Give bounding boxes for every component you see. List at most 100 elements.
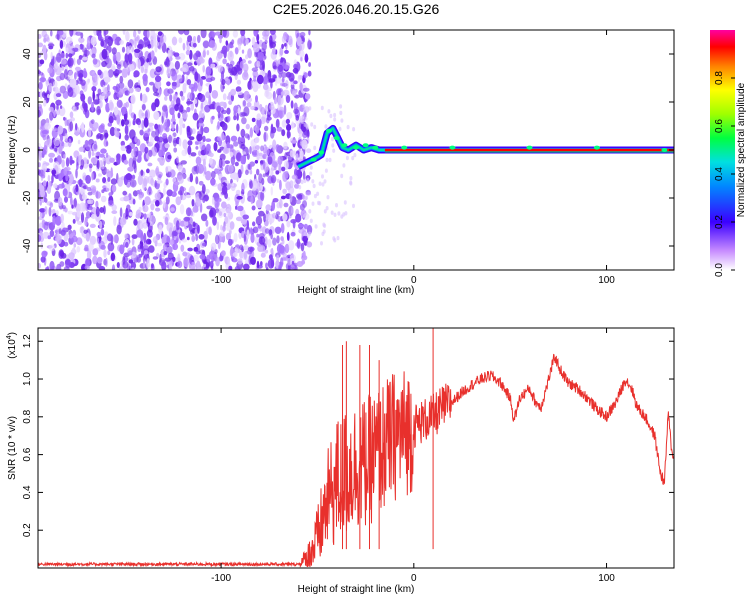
noise-blob <box>179 204 185 215</box>
noise-blob <box>218 157 223 169</box>
noise-blob <box>236 79 242 85</box>
bottom-y-ticks: 0.2 0.4 0.6 0.8 1.0 1.2 <box>22 334 674 537</box>
noise-blob <box>194 71 199 82</box>
noise-blob <box>280 223 285 234</box>
noise-blob <box>144 146 149 154</box>
noise-blob <box>78 178 83 188</box>
noise-blob <box>199 94 206 103</box>
noise-blob <box>58 173 63 182</box>
noise-blob <box>226 142 230 149</box>
noise-blob <box>135 87 141 92</box>
noise-blob <box>114 73 119 78</box>
noise-blob <box>145 87 150 93</box>
noise-blob <box>242 217 248 226</box>
noise-blob <box>192 35 197 43</box>
noise-blob <box>166 81 171 87</box>
noise-blob <box>117 177 123 187</box>
noise-blob <box>128 211 133 217</box>
noise-blob <box>299 115 305 120</box>
noise-blob <box>124 90 130 96</box>
noise-blob <box>79 187 84 195</box>
noise-blob <box>118 82 125 90</box>
noise-blob <box>226 62 230 67</box>
colorbar-gradient <box>710 30 735 270</box>
noise-blob <box>161 112 167 117</box>
noise-blob <box>147 175 154 184</box>
noise-blob <box>247 48 253 59</box>
noise-blob <box>69 121 74 132</box>
noise-blob <box>107 69 114 78</box>
noise-blob <box>71 235 78 243</box>
noise-blob <box>201 184 206 194</box>
noise-blob <box>101 157 106 162</box>
noise-blob <box>331 143 335 148</box>
noise-blob <box>56 235 62 245</box>
noise-blob <box>299 150 304 160</box>
noise-blob <box>262 76 268 86</box>
noise-blob <box>193 82 198 92</box>
noise-blob <box>281 35 287 43</box>
noise-blob <box>125 101 130 108</box>
noise-blob <box>260 191 265 202</box>
noise-blob <box>148 187 152 193</box>
noise-blob <box>184 147 188 155</box>
noise-blob <box>101 165 105 170</box>
noise-blob <box>245 54 249 60</box>
noise-blob <box>187 92 193 101</box>
noise-blob <box>272 65 278 70</box>
noise-blob <box>100 40 105 47</box>
noise-blob <box>111 184 117 193</box>
noise-blob <box>265 204 272 211</box>
noise-blob <box>224 216 229 225</box>
noise-blob <box>154 75 162 83</box>
noise-blob <box>96 151 101 156</box>
noise-blob <box>199 78 203 87</box>
noise-blob <box>195 250 201 255</box>
noise-blob <box>306 136 310 145</box>
noise-blob <box>80 159 85 168</box>
noise-blob <box>173 121 176 125</box>
noise-blob <box>276 235 280 244</box>
noise-blob <box>257 51 265 61</box>
noise-blob <box>298 50 305 58</box>
noise-blob <box>252 80 258 89</box>
noise-blob <box>42 180 47 187</box>
noise-blob <box>300 179 304 185</box>
noise-blob <box>158 224 163 235</box>
y-multiplier-base: (x10 <box>7 339 18 359</box>
noise-blob <box>44 206 48 215</box>
noise-blob <box>111 264 116 270</box>
noise-blob <box>257 224 262 229</box>
noise-blob <box>86 186 92 192</box>
noise-blob <box>260 116 266 125</box>
noise-blob <box>252 226 259 234</box>
noise-blob <box>228 44 234 49</box>
noise-blob <box>48 157 54 163</box>
noise-blob <box>300 242 305 252</box>
noise-blob <box>271 161 278 168</box>
noise-blob <box>336 235 340 241</box>
noise-blob <box>155 128 160 137</box>
noise-blob <box>238 44 241 51</box>
carrier-blob <box>593 145 600 150</box>
noise-blob <box>129 103 133 112</box>
noise-blob <box>106 233 113 242</box>
noise-blob <box>185 194 191 199</box>
noise-blob <box>310 122 314 127</box>
noise-blob <box>284 160 289 171</box>
noise-blob <box>232 30 239 38</box>
noise-blob <box>124 124 129 135</box>
noise-blob <box>143 213 147 220</box>
noise-blob <box>100 195 107 203</box>
noise-blob <box>123 159 129 165</box>
noise-blob <box>230 145 234 154</box>
noise-blob <box>41 219 46 229</box>
noise-blob <box>274 226 282 234</box>
noise-blob <box>119 207 123 218</box>
noise-blob <box>51 128 58 139</box>
noise-blob <box>243 69 248 78</box>
noise-blob <box>266 30 270 35</box>
noise-blob <box>215 54 221 62</box>
noise-blob <box>228 265 233 270</box>
noise-blob <box>269 103 275 111</box>
